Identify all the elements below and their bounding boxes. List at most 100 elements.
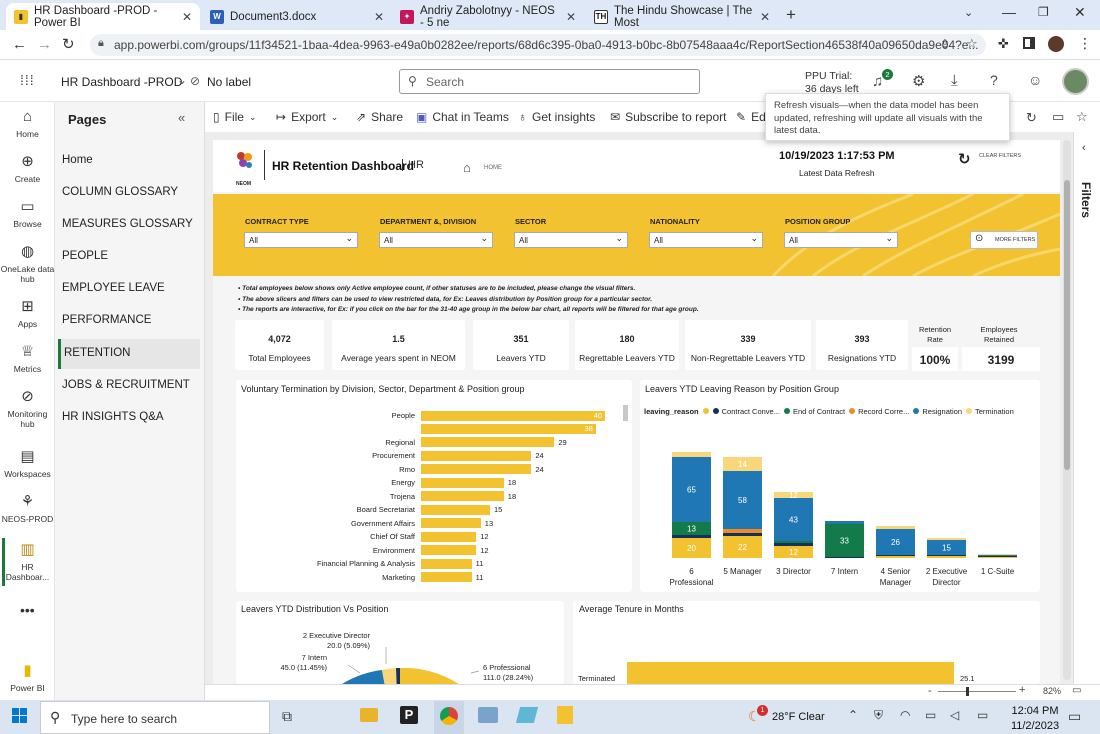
weather-text[interactable]: 28°F Clear <box>772 711 825 723</box>
bar[interactable] <box>421 477 504 488</box>
feedback-icon[interactable]: ☺ <box>1028 72 1043 88</box>
bell-icon[interactable]: ♫ <box>872 73 884 90</box>
legend-item[interactable]: End of Contract <box>783 407 845 416</box>
page-employee-leave[interactable]: EMPLOYEE LEAVE <box>61 274 197 304</box>
stacked-segment[interactable] <box>876 526 915 529</box>
profile-avatar-icon[interactable] <box>1048 36 1064 52</box>
zoom-slider-thumb[interactable] <box>966 687 969 696</box>
kpi-regrettable[interactable]: 180 Regrettable Leavers YTD <box>575 320 679 370</box>
employees-retained-value[interactable]: 3199 <box>962 347 1040 371</box>
get-insights-button[interactable]: ♁ Get insights <box>518 110 595 124</box>
stacked-segment[interactable] <box>723 536 762 558</box>
favorite-star-icon[interactable]: ☆ <box>1076 109 1088 124</box>
gear-icon[interactable]: ⚙ <box>912 73 926 90</box>
bar-row[interactable]: Energy 18 <box>221 476 631 490</box>
slicer-nationality[interactable]: All ⌄ <box>649 232 763 248</box>
edit-button[interactable]: ✎ Ed <box>736 110 766 124</box>
stacked-segment[interactable] <box>723 533 762 536</box>
filters-pane-collapsed[interactable] <box>1073 132 1100 684</box>
stacked-segment[interactable] <box>672 535 711 538</box>
page-home[interactable]: Home <box>61 146 197 176</box>
bar[interactable]: 40 <box>421 410 605 421</box>
page-column-glossary[interactable]: COLUMN GLOSSARY <box>61 178 197 208</box>
refresh-icon[interactable]: ↻ <box>1026 110 1037 125</box>
tab-linkedin[interactable]: ✦ Andriy Zabolotnyy - NEOS - 5 ne ✕ <box>392 3 584 30</box>
new-tab-icon[interactable]: + <box>786 5 796 24</box>
tab-document3[interactable]: W Document3.docx ✕ <box>202 3 392 30</box>
reload-icon[interactable]: ↻ <box>62 36 75 53</box>
bar[interactable] <box>421 558 472 569</box>
window-close-icon[interactable]: ✕ <box>1074 4 1086 20</box>
pie-slice-intern[interactable] <box>336 670 400 684</box>
export-menu[interactable]: ↦ Export ⌄ <box>276 110 338 124</box>
filters-label[interactable]: Filters <box>1079 182 1093 219</box>
stacked-segment[interactable] <box>723 529 762 533</box>
notification-center-icon[interactable]: ▭ <box>1068 708 1082 724</box>
collapse-pane-icon[interactable]: « <box>178 110 186 125</box>
subscribe-button[interactable]: ✉ Subscribe to report <box>610 110 726 124</box>
retention-rate-value[interactable]: 100% <box>912 347 958 371</box>
user-avatar[interactable] <box>1062 68 1089 95</box>
home-nav-icon[interactable]: ⌂ <box>463 160 471 175</box>
stacked-segment[interactable] <box>927 540 966 555</box>
restore-icon[interactable]: ❐ <box>1038 5 1049 19</box>
expand-filters-icon[interactable]: ‹ <box>1082 142 1086 154</box>
kpi-resignations[interactable]: 393 Resignations YTD <box>816 320 908 370</box>
bar[interactable] <box>421 450 532 461</box>
sidepanel-icon[interactable] <box>1023 37 1035 49</box>
legend-item[interactable]: Record Corre... <box>849 407 909 416</box>
bar[interactable] <box>421 518 481 529</box>
home-nav-label[interactable]: HOME <box>484 165 502 171</box>
remote-desktop-icon[interactable] <box>478 707 498 723</box>
tab-hr-dashboard[interactable]: ▮ HR Dashboard -PROD - Power BI ✕ <box>6 3 200 30</box>
bar-row[interactable]: Financial Planning & Analysis 11 <box>221 557 631 571</box>
share-page-icon[interactable]: ⇪ <box>940 37 951 51</box>
tab-hindu[interactable]: TH The Hindu Showcase | The Most ✕ <box>586 3 778 30</box>
page-people[interactable]: PEOPLE <box>61 242 197 272</box>
stacked-segment[interactable] <box>672 457 711 522</box>
clock-date[interactable]: 11/2/2023 <box>1010 720 1060 732</box>
bar-row[interactable]: Chief Of Staff 12 <box>221 530 631 544</box>
bar[interactable] <box>421 464 532 475</box>
page-retention[interactable]: RETENTION <box>58 339 200 369</box>
battery-icon[interactable]: ▭ <box>925 708 937 722</box>
stacked-segment[interactable] <box>672 522 711 535</box>
bar[interactable] <box>421 531 477 542</box>
zoom-slider[interactable] <box>938 691 1016 692</box>
stacked-segment[interactable] <box>876 529 915 555</box>
slicer-sector[interactable]: All ⌄ <box>514 232 628 248</box>
bar[interactable] <box>421 504 490 515</box>
kpi-total-employees[interactable]: 4,072 Total Employees <box>235 320 324 370</box>
slicer-contract-type[interactable]: All ⌄ <box>244 232 358 248</box>
stacked-segment[interactable] <box>876 555 915 556</box>
zoom-level[interactable]: 82% <box>1043 686 1062 696</box>
stacked-segment[interactable] <box>927 556 966 558</box>
zoom-in-icon[interactable]: + <box>1019 684 1026 696</box>
download-icon[interactable]: ⤓ <box>951 72 958 89</box>
legend-item[interactable]: Contract Conve... <box>712 407 780 416</box>
close-icon[interactable]: ✕ <box>759 9 770 24</box>
bar-row[interactable]: Trojena 18 <box>221 490 631 504</box>
bar-row[interactable]: 38 <box>221 423 631 436</box>
comment-icon[interactable]: ▭ <box>1052 109 1065 124</box>
rail-metrics[interactable]: ♕ Metrics <box>0 343 55 374</box>
bar-row[interactable]: Government Affairs 13 <box>221 517 631 531</box>
rail-neos-prod[interactable]: ⚘ NEOS-PROD <box>0 493 55 524</box>
stacked-segment[interactable] <box>927 555 966 556</box>
lock-icon[interactable]: 🔒︎ <box>98 37 104 49</box>
stacked-segment[interactable] <box>774 541 813 543</box>
rail-home[interactable]: ⌂ Home <box>0 108 55 139</box>
rail-powerbi[interactable]: ▮ Power BI <box>0 662 55 693</box>
stacked-segment[interactable] <box>825 557 864 558</box>
rail-monitoring[interactable]: ⊘ Monitoring hub <box>0 388 55 429</box>
volume-icon[interactable]: ◁ <box>950 708 960 722</box>
share-button[interactable]: ⇗ Share <box>356 110 403 124</box>
page-jobs-recruitment[interactable]: JOBS & RECRUITMENT <box>61 371 197 401</box>
fit-page-icon[interactable]: ▭ <box>1072 685 1082 696</box>
zoom-out-icon[interactable]: - <box>928 685 932 697</box>
task-view-icon[interactable]: ⧉ <box>282 708 292 724</box>
clear-filters-icon[interactable]: ↻ <box>958 151 971 168</box>
tab-search-chevron-icon[interactable]: ⌄ <box>964 7 974 19</box>
stacked-segment[interactable] <box>825 521 864 524</box>
file-menu[interactable]: ▯ File ⌄ <box>213 110 257 124</box>
